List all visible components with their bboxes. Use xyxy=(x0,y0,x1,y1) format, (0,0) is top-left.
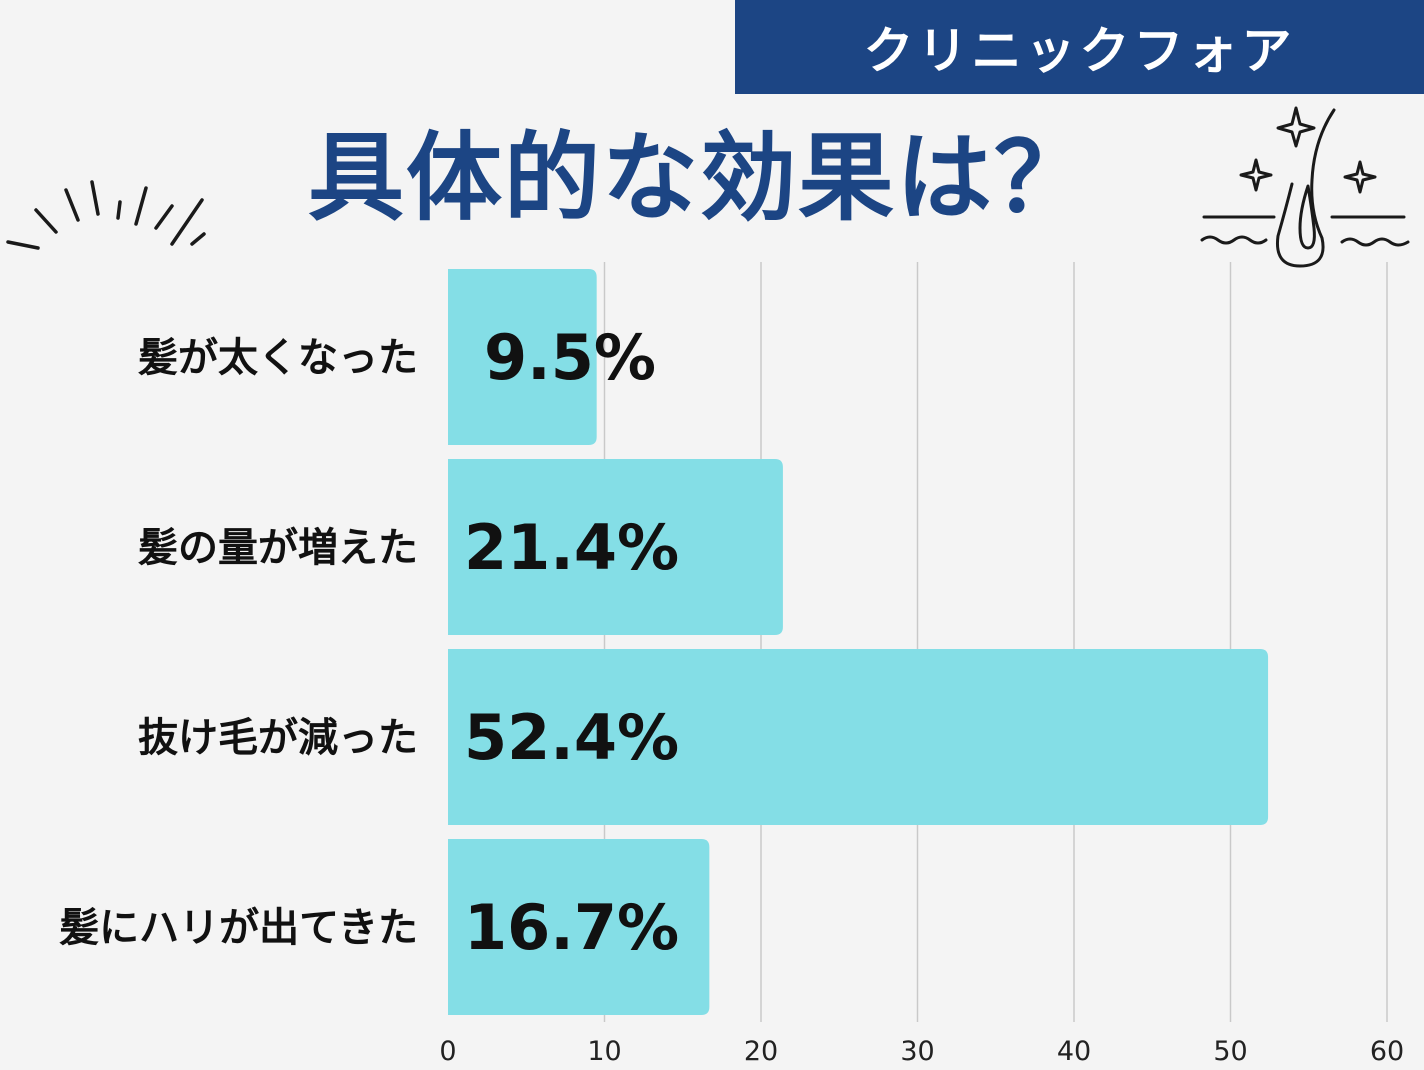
x-tick-label: 30 xyxy=(900,1036,934,1067)
hair-follicle-icon xyxy=(1200,106,1410,268)
category-label: 髪が太くなった xyxy=(138,335,418,381)
x-tick-label: 0 xyxy=(439,1036,456,1067)
value-label: 16.7% xyxy=(464,891,679,964)
bar-firmer-hair xyxy=(448,839,710,1015)
bar-thicker-hair xyxy=(448,269,597,445)
x-tick-label: 20 xyxy=(744,1036,778,1067)
x-tick-label: 10 xyxy=(587,1036,621,1067)
category-label: 髪の量が増えた xyxy=(138,525,418,571)
value-label: 52.4% xyxy=(464,701,679,774)
brand-name: クリニックフォア xyxy=(863,22,1296,80)
x-tick-label: 50 xyxy=(1213,1036,1247,1067)
burst-lines-icon xyxy=(6,180,206,250)
brand-banner: クリニックフォア xyxy=(735,0,1424,94)
value-label: 9.5% xyxy=(484,321,656,394)
category-label: 抜け毛が減った xyxy=(138,715,418,761)
x-tick-label: 60 xyxy=(1370,1036,1404,1067)
value-label: 21.4% xyxy=(464,511,679,584)
x-tick-label: 40 xyxy=(1057,1036,1091,1067)
bar-more-volume xyxy=(448,459,783,635)
category-label: 髪にハリが出てきた xyxy=(59,905,418,951)
page-title: 具体的な効果は？ xyxy=(308,122,1092,234)
bar-less-hair-loss xyxy=(448,649,1269,825)
